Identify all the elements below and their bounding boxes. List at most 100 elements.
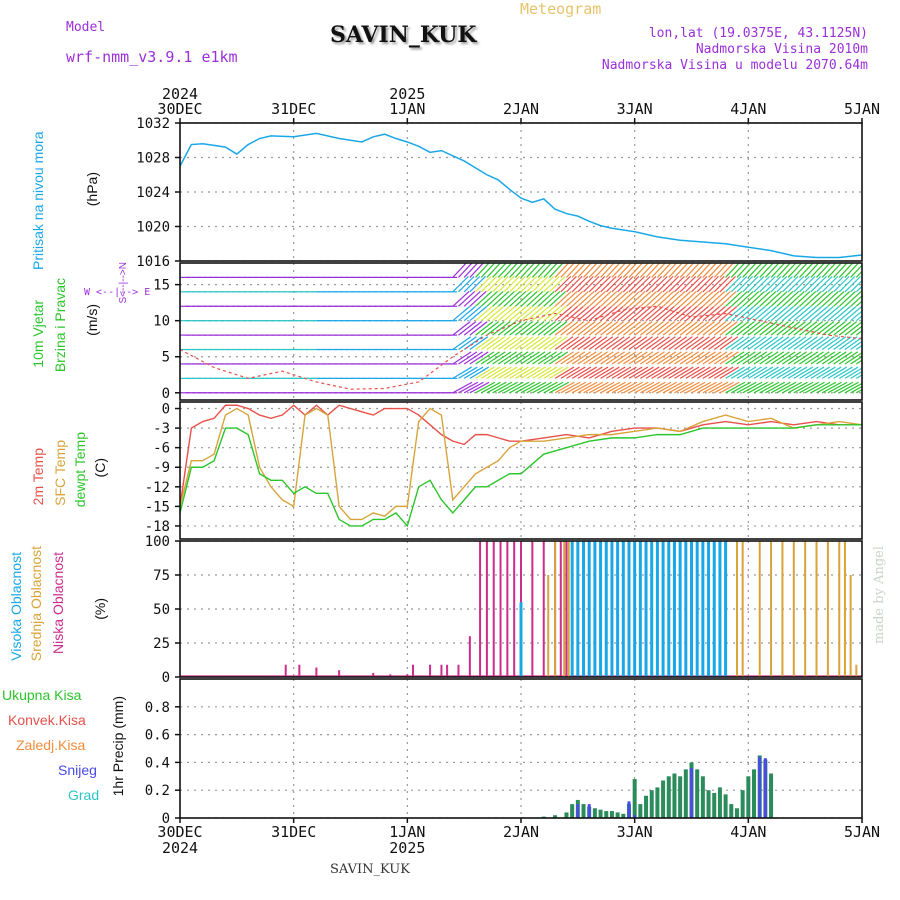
wind-barb — [861, 276, 862, 278]
high-cloud-bar — [582, 541, 586, 677]
wind-barb — [651, 351, 671, 365]
year-label-top: 2024 — [162, 85, 198, 103]
wind-barb — [560, 321, 579, 336]
wind-barb — [804, 275, 822, 293]
wind-barb — [816, 306, 834, 322]
wind-barb — [469, 290, 487, 307]
wind-barb — [492, 263, 507, 278]
wind-barb — [622, 351, 643, 365]
wind-barb — [543, 290, 561, 307]
wind-barb — [611, 351, 631, 365]
wind-barb — [588, 321, 607, 336]
mid-cloud-bar — [758, 541, 761, 677]
wind-barb — [657, 321, 676, 336]
high-cloud-bar — [519, 602, 523, 677]
wind-barb — [838, 306, 857, 322]
wind-barb — [480, 275, 498, 293]
wind-barb — [685, 290, 703, 307]
wind-barb — [844, 306, 862, 322]
wind-barb — [458, 336, 477, 351]
wind-barb — [463, 263, 479, 278]
wind-barb — [759, 366, 779, 379]
wind-barb — [645, 336, 665, 351]
wind-barb — [736, 275, 754, 293]
wind-barb — [509, 366, 529, 379]
xtick-label-top: 4JAN — [730, 100, 766, 118]
total-rain-bar — [706, 790, 711, 818]
xtick-label-top: 3JAN — [617, 100, 653, 118]
wind-barb — [827, 306, 846, 322]
wind-barb — [526, 306, 544, 322]
wind-barb — [679, 275, 697, 293]
wind-barb — [730, 321, 750, 336]
wind-barb — [475, 306, 493, 322]
wind-barb — [634, 263, 649, 278]
total-rain-bar — [700, 776, 705, 818]
wind-barb — [463, 321, 482, 336]
wind-barb — [617, 381, 638, 394]
wind-barb — [730, 336, 750, 351]
wind-barb — [475, 351, 495, 365]
wind-barb — [520, 263, 536, 278]
low-cloud-bar — [565, 541, 568, 677]
wind-barb — [452, 321, 471, 336]
wind-barb — [691, 351, 711, 365]
wind-barb — [753, 306, 772, 322]
wind-barb — [605, 306, 624, 322]
wind-barb — [679, 366, 700, 379]
wind-barb — [639, 275, 657, 293]
wind-barb — [583, 275, 600, 293]
wind-barb — [549, 321, 568, 336]
wind-barb — [560, 263, 576, 278]
high-cloud-bar — [695, 541, 699, 677]
wind-barb — [628, 290, 646, 307]
wind-barb — [838, 290, 856, 307]
wind-barb — [588, 306, 607, 322]
ytick-label-temperature: -12 — [145, 480, 170, 496]
wind-barb — [514, 336, 534, 351]
wind-barb — [787, 336, 807, 351]
wind-barb — [776, 336, 796, 351]
wind-barb — [804, 306, 823, 322]
wind-barb — [844, 290, 862, 307]
wind-barb — [770, 290, 788, 307]
wind-barb — [617, 351, 637, 365]
wind-barb — [850, 264, 862, 278]
wind-barb — [662, 321, 681, 336]
wind-barb — [725, 306, 743, 322]
wind-barb — [571, 336, 591, 351]
wind-barb — [821, 275, 839, 293]
wind-barb — [679, 290, 697, 307]
wind-barb — [776, 321, 795, 336]
wind-dir-we: W <--|--> E — [84, 287, 151, 298]
wind-barb — [702, 306, 721, 322]
wind-barb — [753, 366, 774, 379]
wind-barb — [560, 381, 581, 394]
wind-barb — [531, 263, 547, 278]
snow-bar — [633, 815, 637, 818]
wind-barb — [674, 381, 695, 394]
year-label-bottom: 2024 — [162, 839, 198, 857]
wind-barb — [850, 340, 862, 351]
wind-barb — [452, 306, 471, 322]
wind-speed-line — [179, 305, 863, 390]
wind-barb — [492, 275, 509, 293]
wind-barb — [708, 321, 727, 336]
wind-barb — [787, 366, 808, 379]
wind-barb — [696, 263, 712, 278]
wind-barb — [634, 336, 653, 351]
high-cloud-bar — [661, 541, 665, 677]
wind-barb — [821, 321, 840, 336]
wind-barb — [531, 306, 550, 322]
wind-barb — [850, 370, 862, 379]
wind-barb — [497, 275, 515, 293]
mid-cloud-bar — [792, 541, 795, 677]
lonlat: lon,lat (19.0375E, 43.1125N) — [648, 26, 868, 41]
wind-barb — [855, 344, 862, 351]
wind-barb — [782, 366, 802, 379]
wind-barb — [742, 263, 757, 278]
wind-barb — [736, 336, 756, 351]
wind-barb — [651, 366, 671, 379]
wind-barb — [753, 263, 769, 278]
wind-barb — [628, 366, 649, 379]
